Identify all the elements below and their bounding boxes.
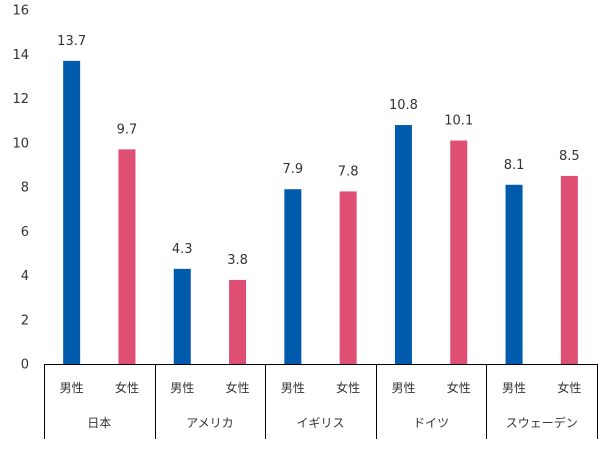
subcategory-label-female-1: 女性 [226, 380, 250, 395]
subcategory-label-male-4: 男性 [502, 381, 526, 395]
group-label-4: スウェーデン [506, 415, 578, 430]
y-tick-label-10: 10 [12, 136, 29, 151]
data-label-male-2: 7.9 [283, 162, 304, 177]
data-label-female-4: 8.5 [559, 149, 580, 164]
bar-female-2 [339, 191, 357, 364]
y-tick-label-14: 14 [12, 48, 29, 63]
bar-male-3 [394, 125, 412, 364]
subcategory-labels: 男性 女性 男性 女性 男性 女性 男性 女性 男性 女性 [60, 380, 582, 395]
bar-female-0 [118, 149, 136, 364]
y-tick-label-4: 4 [21, 269, 29, 284]
y-tick-label-0: 0 [21, 358, 29, 373]
y-axis-ticks: 0 2 4 6 8 10 12 14 16 [12, 4, 29, 373]
bar-male-0 [63, 60, 81, 364]
bar-female-1 [229, 279, 247, 364]
data-label-female-0: 9.7 [117, 122, 138, 137]
bars [63, 60, 578, 364]
group-separators [44, 364, 598, 439]
data-label-female-3: 10.1 [444, 114, 473, 129]
data-label-male-0: 13.7 [57, 34, 86, 49]
group-label-1: アメリカ [186, 416, 233, 430]
subcategory-label-female-4: 女性 [557, 380, 581, 395]
group-label-2: イギリス [296, 416, 344, 430]
group-labels: 日本 アメリカ イギリス ドイツ スウェーデン [87, 415, 577, 430]
group-label-3: ドイツ [413, 416, 449, 430]
data-labels: 13.7 9.7 4.3 3.8 7.9 7.8 10.8 10.1 8.1 8.5 [57, 34, 580, 268]
data-label-female-1: 3.8 [227, 253, 248, 268]
y-tick-label-2: 2 [21, 313, 29, 328]
data-label-male-4: 8.1 [504, 158, 525, 173]
group-label-0: 日本 [87, 416, 111, 430]
data-label-female-2: 7.8 [338, 164, 359, 179]
y-tick-label-16: 16 [12, 4, 29, 19]
bar-male-2 [284, 189, 302, 364]
subcategory-label-male-2: 男性 [281, 381, 305, 395]
data-label-male-1: 4.3 [172, 242, 193, 257]
y-tick-label-8: 8 [21, 181, 29, 196]
subcategory-label-female-2: 女性 [336, 380, 360, 395]
subcategory-label-male-1: 男性 [170, 381, 194, 395]
subcategory-label-female-3: 女性 [447, 380, 471, 395]
bar-female-4 [560, 175, 578, 364]
bar-male-1 [173, 268, 191, 364]
subcategory-label-female-0: 女性 [115, 380, 139, 395]
subcategory-label-male-3: 男性 [391, 381, 415, 395]
bar-female-3 [450, 140, 468, 364]
y-tick-label-12: 12 [12, 92, 29, 107]
subcategory-label-male-0: 男性 [60, 381, 84, 395]
bar-male-4 [505, 184, 523, 364]
y-tick-label-6: 6 [21, 225, 29, 240]
data-label-male-3: 10.8 [389, 98, 418, 113]
